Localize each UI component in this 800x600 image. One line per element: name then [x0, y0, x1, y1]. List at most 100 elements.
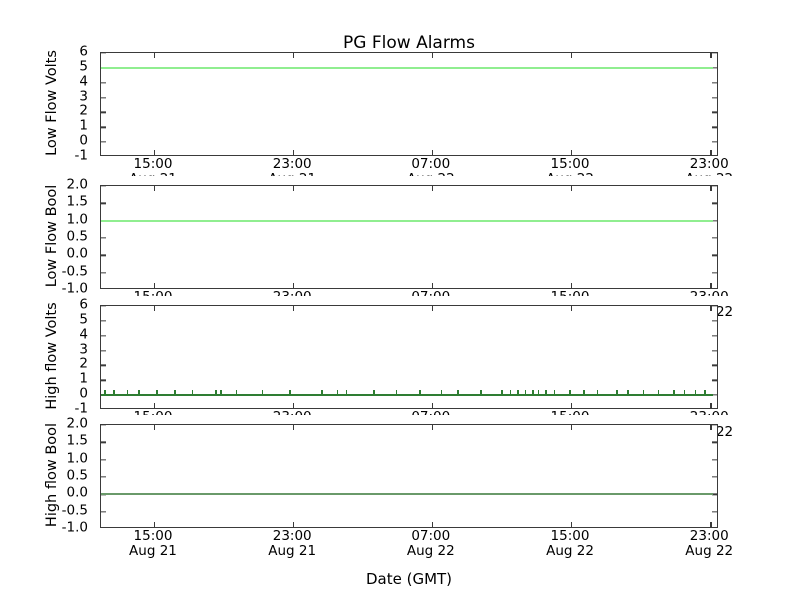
y-tick-label: 0 [79, 385, 88, 402]
x-tick-mark [293, 186, 295, 191]
y-tick-mark [712, 306, 717, 307]
y-tick-mark [101, 476, 106, 478]
y-tick-mark [712, 425, 717, 426]
data-spike [553, 390, 556, 396]
y-tick-mark [712, 364, 717, 367]
y-tick-label: 4 [79, 325, 88, 342]
data-spike [642, 390, 645, 396]
y-tick-mark [712, 349, 717, 352]
x-tick-mark [571, 306, 573, 311]
x-tick-date: Aug 21 [129, 543, 177, 559]
data-spike [138, 390, 140, 396]
y-tick-label: 2 [79, 102, 88, 119]
y-tick-label: 0 [79, 132, 88, 149]
y-tick-mark [712, 394, 717, 396]
y-axis-labels-low-flow-bool: 2.0 1.5 1.0 0.5 0.0 -0.5 -1.0 [0, 178, 94, 295]
x-tick-mark [153, 425, 156, 430]
data-series-line [101, 66, 713, 69]
data-spike [517, 390, 519, 396]
x-tick-mark [153, 283, 156, 288]
y-tick-mark [712, 493, 717, 495]
x-tick-mark [431, 150, 434, 155]
y-tick-label: -0.5 [61, 501, 88, 518]
x-tick-time: 15:00 [550, 156, 590, 172]
y-tick-mark [712, 186, 717, 187]
x-tick-mark [153, 306, 156, 311]
y-tick-label: 3 [79, 87, 88, 104]
x-tick-mark [571, 283, 573, 288]
subplot-high-flow-volts [100, 305, 718, 409]
y-tick-label: 3 [79, 340, 88, 357]
x-tick-mark [571, 53, 573, 58]
data-spike [395, 390, 398, 396]
x-tick-mark [153, 403, 156, 408]
x-tick-mark [710, 306, 712, 311]
y-axis-labels-high-flow-bool: 2.0 1.5 1.0 0.5 0.0 -0.5 -1.0 [0, 417, 94, 534]
x-tick-time: 15:00 [133, 156, 173, 172]
y-tick-mark [712, 320, 717, 322]
y-tick-label: 2 [79, 355, 88, 372]
data-spike [673, 390, 675, 396]
x-tick-mark [293, 150, 295, 155]
y-tick-mark [712, 220, 717, 222]
plot-area-high-flow-bool [101, 425, 717, 527]
subplot-gap-mask-2 [0, 296, 800, 305]
y-axis-title-low-flow-bool: Low Flow Bool [44, 184, 60, 288]
y-tick-mark [101, 320, 106, 322]
data-spike [289, 390, 291, 396]
data-spike [657, 390, 660, 396]
y-tick-mark [712, 254, 717, 256]
x-tick-mark [710, 150, 712, 155]
y-tick-mark [712, 202, 717, 204]
x-tick-mark [571, 403, 573, 408]
y-tick-label: -1.0 [61, 280, 88, 297]
x-tick-time: 15:00 [133, 528, 173, 544]
x-tick-mark [571, 522, 573, 527]
y-tick-mark [101, 82, 106, 84]
y-tick-mark [712, 82, 717, 84]
y-tick-mark [101, 349, 106, 352]
y-tick-mark [101, 254, 106, 256]
x-tick-mark [710, 425, 712, 430]
x-tick-date: Aug 21 [268, 543, 317, 559]
data-spike [627, 390, 629, 396]
data-spike [532, 390, 534, 396]
y-axis-title-high-flow-bool: High flow Bool [44, 422, 60, 528]
data-spike [683, 390, 686, 396]
y-tick-mark [101, 126, 106, 128]
y-axis-labels-low-flow-volts: 6 5 4 3 2 1 0 -1 [0, 45, 94, 162]
data-spike [261, 390, 264, 396]
y-tick-mark [712, 379, 717, 381]
x-tick-mark [293, 53, 295, 58]
y-tick-mark [712, 126, 717, 128]
x-tick-mark [710, 522, 712, 527]
x-tick-mark [431, 425, 434, 430]
y-tick-label: -1 [74, 400, 88, 417]
y-tick-label: -1.0 [61, 519, 88, 536]
y-tick-mark [101, 272, 106, 274]
x-tick-mark [153, 522, 156, 527]
y-tick-label: 1.5 [66, 432, 88, 449]
data-spike [694, 390, 697, 396]
x-tick-mark [431, 522, 434, 527]
y-tick-mark [712, 459, 717, 461]
y-tick-mark [101, 53, 106, 54]
data-spike [569, 390, 571, 396]
data-spike [524, 390, 526, 396]
data-spike [235, 390, 238, 396]
data-spike [104, 390, 106, 396]
x-tick-mark [293, 425, 295, 430]
y-tick-mark [712, 335, 717, 337]
x-tick-mark [710, 186, 712, 191]
x-tick-mark [431, 403, 434, 408]
data-series-line [101, 493, 713, 495]
subplot-gap-mask-1 [0, 176, 800, 185]
x-tick-mark [571, 186, 573, 191]
subplot-low-flow-bool [100, 185, 718, 289]
